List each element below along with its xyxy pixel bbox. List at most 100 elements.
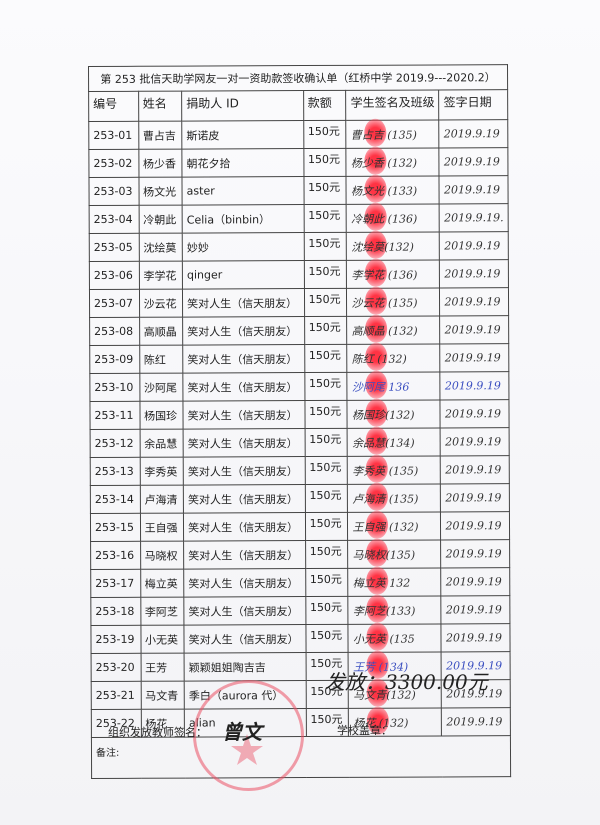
table-row: 253-04 冷朝此 Celia（binbin） 150元 冷朝此 (136) 2019.… [89,202,509,234]
row-student-signature: 沙云花 (135) [346,286,441,317]
row-student-signature: 杨少香 (132) [346,146,440,177]
row-donor: 颖颖姐姐陶吉吉 [184,652,306,682]
row-amount: 150元 [303,260,347,289]
row-amount: 150元 [305,624,349,653]
row-sign-date: 2019.9.19 [441,595,510,624]
signature-text: 卢海清 (135) [352,492,419,506]
row-donor: 笑对人生（信天朋友） [183,512,306,542]
row-amount: 150元 [304,316,348,345]
row-student-signature: 王自强 (132) [347,510,442,541]
signature-text: 杨少香 (132) [350,156,417,170]
row-name: 王自强 [139,513,184,542]
row-donor: 笑对人生（信天朋友） [182,344,305,374]
row-amount: 150元 [304,344,348,373]
row-sign-date: 2019.9.19. [439,203,509,232]
row-id: 253-16 [90,541,141,570]
table-row: 253-11 杨国珍 笑对人生（信天朋友） 150元 杨国珍(132) 2019.9.19 [89,398,510,430]
row-amount: 150元 [304,400,348,429]
row-name: 王芳 [140,653,185,682]
row-amount: 150元 [305,568,349,597]
row-name: 梅立英 [140,569,184,598]
row-amount: 150元 [304,484,348,513]
row-donor: 妙妙 [182,232,304,262]
table-row: 253-06 李学花 qinger 150元 李学花 (136) 2019.9.19 [89,258,509,290]
signature-text: 李阿芝(133) [352,604,416,618]
row-sign-date: 2019.9.19 [441,567,510,596]
row-name: 杨国珍 [139,401,184,430]
table-row: 253-08 高顺晶 笑对人生（信天朋友） 150元 高顺晶 (132) 2019.9.1… [89,314,509,346]
row-amount: 150元 [305,512,349,541]
table-row: 253-12 余品慧 笑对人生（信天朋友） 150元 余品慧(134) 2019.9.19 [90,426,510,458]
row-sign-date: 2019.9.19 [439,259,509,288]
row-student-signature: 杨文光 (133) [346,174,440,205]
table-row: 253-02 杨少香 朝花夕拾 150元 杨少香 (132) 2019.9.19 [88,146,508,178]
signature-text: 李秀英 (135) [352,464,419,478]
row-sign-date: 2019.9.19 [439,119,508,148]
row-donor: 笑对人生（信天朋友） [183,540,306,570]
row-donor: 笑对人生（信天朋友） [183,400,305,430]
row-student-signature: 杨国珍(132) [347,398,441,429]
row-amount: 150元 [305,596,349,625]
row-name: 沙阿尾 [139,373,184,402]
row-amount: 150元 [305,540,349,569]
signature-text: 马晓权(135) [352,548,416,562]
table-row: 253-18 李阿芝 笑对人生（信天朋友） 150元 李阿芝(133) 2019.9.19 [90,594,510,626]
row-id: 253-10 [89,373,140,402]
row-id: 253-14 [90,485,140,514]
signature-text: 王自强 (132) [352,520,419,534]
row-name: 高顺晶 [139,317,183,346]
row-sign-date: 2019.9.19 [441,707,511,736]
row-sign-date: 2019.9.19 [440,315,509,344]
signature-text: 曹占吉 (135) [350,128,417,142]
row-donor: 笑对人生（信天朋友） [183,484,306,514]
row-student-signature: 马晓权(135) [348,538,442,569]
row-name: 杨少香 [138,149,183,178]
row-id: 253-05 [89,233,139,262]
row-id: 253-12 [90,429,140,458]
row-amount: 150元 [304,428,348,457]
header-date: 签字日期 [439,89,508,120]
row-name: 曹占吉 [138,121,182,150]
signature-text: 余品慧(134) [352,436,415,450]
row-name: 小无英 [140,625,185,654]
row-amount: 150元 [303,232,347,261]
row-donor: 笑对人生（信天朋友） [182,288,305,318]
table-row: 253-17 梅立英 笑对人生（信天朋友） 150元 梅立英 132 2019.9.19 [90,566,510,598]
signature-text: 冷朝此 (136) [351,212,418,226]
row-id: 253-21 [91,681,141,710]
row-donor: 笑对人生（信天朋友） [182,316,305,346]
table-row: 253-01 曹占吉 斯诺皮 150元 曹占吉 (135) 2019.9.19 [88,118,508,150]
row-donor: Celia（binbin） [182,204,304,234]
row-sign-date: 2019.9.19 [441,623,511,652]
header-name: 姓名 [138,91,182,122]
row-donor: 斯诺皮 [181,120,304,150]
total-amount-handwritten: 发放：3300.00元 [325,670,488,694]
row-id: 253-06 [89,261,140,290]
row-student-signature: 李秀英 (135) [347,454,441,485]
row-id: 253-20 [91,653,141,682]
row-amount: 150元 [304,456,348,485]
row-sign-date: 2019.9.19 [440,483,510,512]
row-student-signature: 李学花 (136) [346,258,440,289]
signature-text: 杨文光 (133) [350,184,418,198]
header-id: 编号 [88,91,139,122]
table-row: 253-10 沙阿尾 笑对人生（信天朋友） 150元 沙阿尾 136 2019.9.19 [89,370,509,402]
row-id: 253-04 [89,205,139,234]
row-name: 李学花 [138,261,183,290]
header-amount: 款额 [303,90,347,121]
row-donor: qinger [182,260,305,290]
row-name: 马文青 [140,681,185,710]
row-student-signature: 高顺晶 (132) [347,314,441,345]
row-donor: 笑对人生（信天朋友） [183,596,306,626]
row-name: 沙云花 [139,289,183,318]
table-row: 253-19 小无英 笑对人生（信天朋友） 150元 小无英 (135 2019.9.19 [90,622,511,654]
row-id: 253-17 [90,569,141,598]
teacher-signature-label: 组织发放教师签名： [108,726,207,739]
signature-text: 沙阿尾 136 [351,380,410,394]
row-student-signature: 小无英 (135 [348,622,442,653]
row-name: 李秀英 [139,457,184,486]
row-name: 余品慧 [139,429,184,458]
signature-text: 高顺晶 (132) [351,324,418,338]
row-name: 李阿芝 [140,597,185,626]
